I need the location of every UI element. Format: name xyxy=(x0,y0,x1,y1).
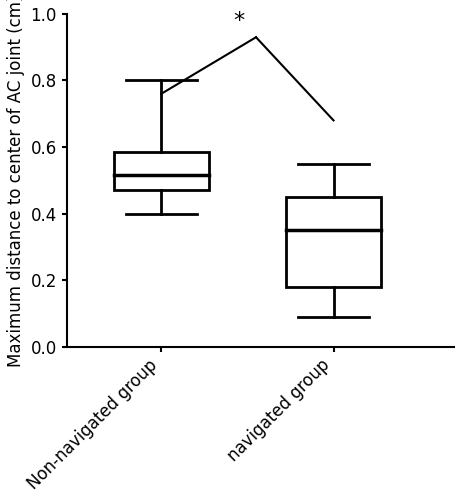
Text: *: * xyxy=(233,10,244,30)
Y-axis label: Maximum distance to center of AC joint (cm): Maximum distance to center of AC joint (… xyxy=(7,0,25,366)
Bar xyxy=(114,152,209,190)
Bar xyxy=(286,197,381,286)
